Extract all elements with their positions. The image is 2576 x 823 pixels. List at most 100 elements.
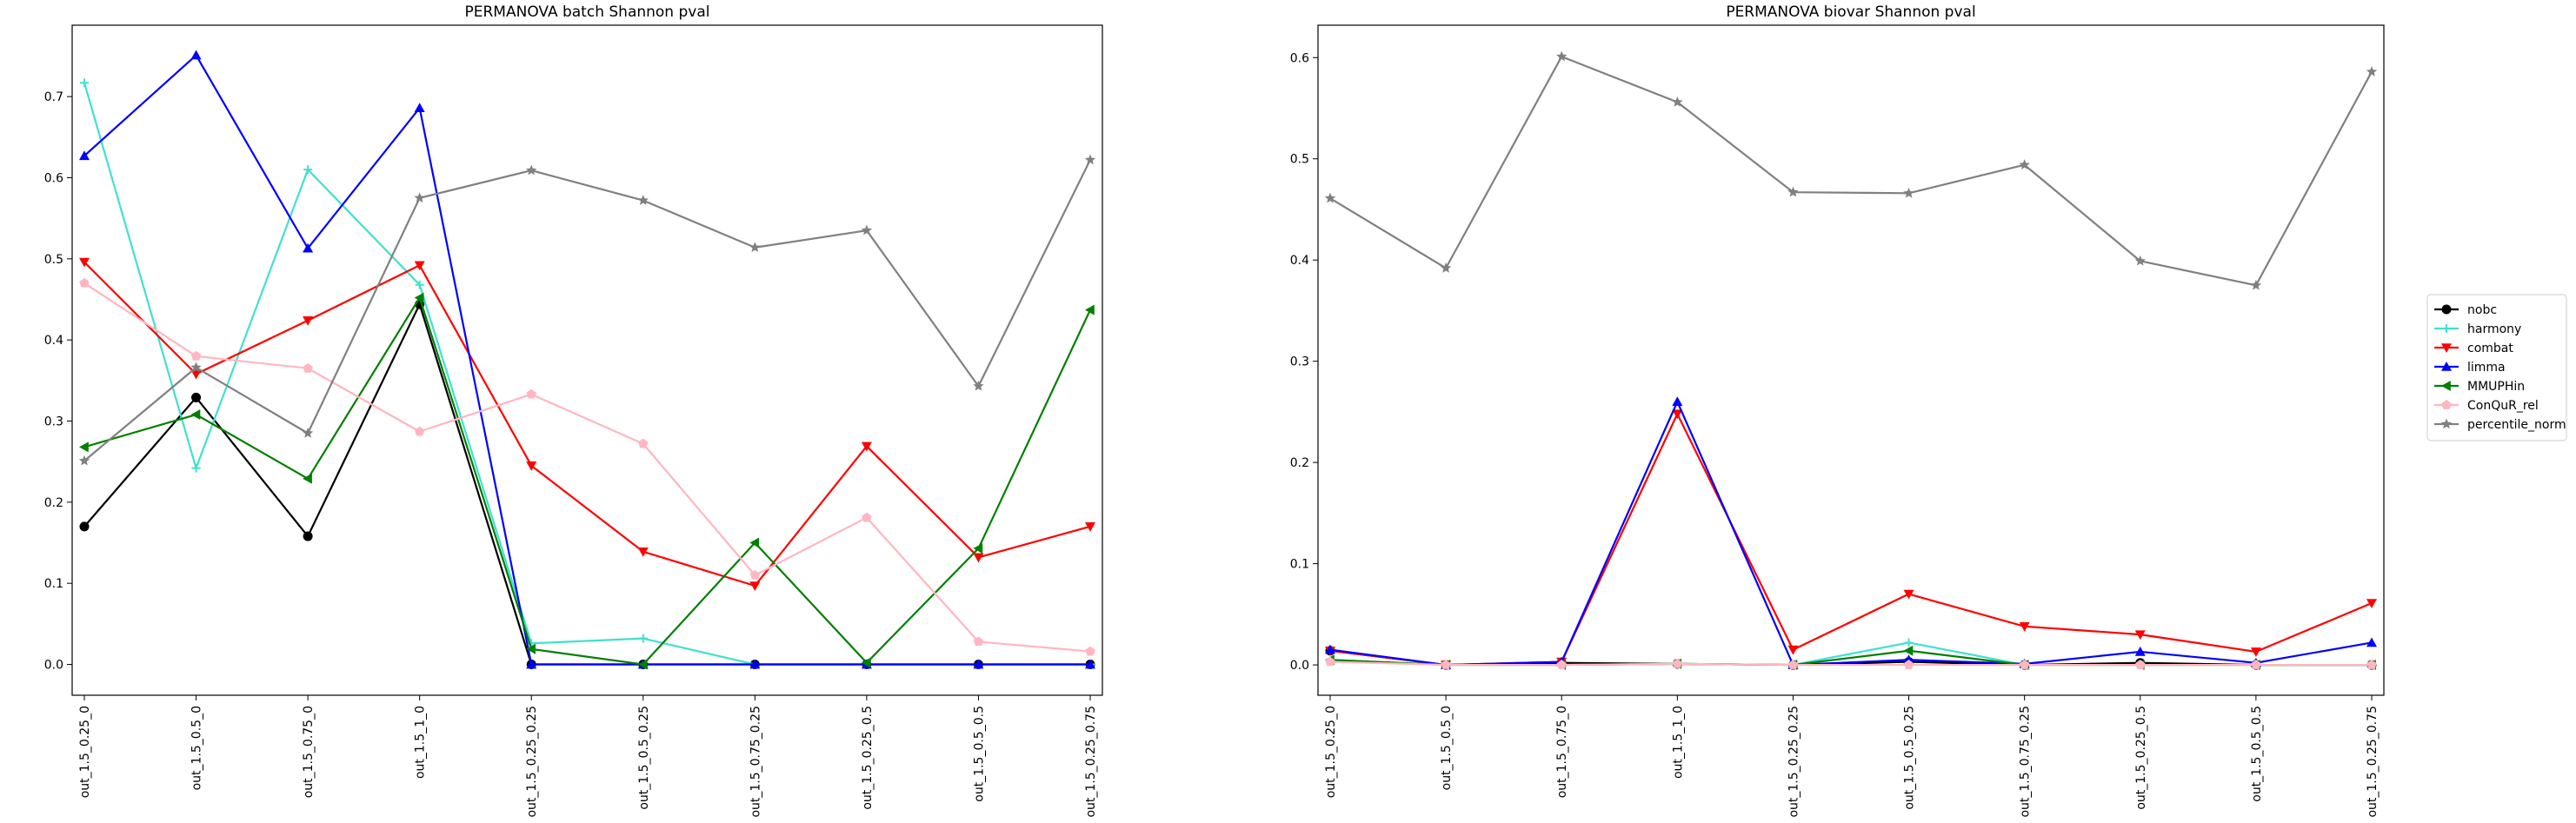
legend-marker-limma	[2441, 362, 2452, 371]
legend-entry-mmuphin: MMUPHin	[2434, 380, 2525, 394]
data-point-conqur-rel	[1787, 660, 1799, 669]
series-conqur-rel	[79, 277, 1095, 656]
y-tick-label: 0.4	[44, 334, 63, 348]
data-point-conqur-rel	[862, 512, 872, 522]
data-point-percentile-norm	[1556, 50, 1568, 62]
data-point-percentile-norm	[861, 224, 873, 236]
data-point-limma	[303, 242, 314, 253]
data-point-percentile-norm	[973, 380, 984, 391]
legend-label-limma: limma	[2467, 361, 2506, 375]
legend-marker-combat	[2441, 343, 2452, 353]
data-point-conqur-rel	[1903, 660, 1914, 669]
data-point-combat	[861, 441, 872, 452]
data-point-percentile-norm	[1787, 186, 1799, 197]
y-tick-label: 0.5	[44, 253, 63, 267]
legend-entry-harmony: harmony	[2434, 322, 2521, 336]
y-tick-label: 0.7	[44, 90, 63, 104]
chart-title: PERMANOVA biovar Shannon pval	[1726, 3, 1975, 21]
legend-entry-combat: combat	[2434, 342, 2513, 355]
data-point-mmuphin	[749, 537, 760, 548]
data-point-mmuphin	[526, 643, 536, 654]
data-point-limma	[2366, 637, 2377, 647]
legend-marker-conqur-rel	[2441, 400, 2452, 409]
data-point-harmony	[303, 165, 313, 175]
legend-marker-percentile-norm	[2440, 418, 2453, 429]
x-tick-label-out-1-5-0-5-0-25: out_1.5_0.5_0.25	[637, 706, 651, 810]
series-percentile-norm	[78, 154, 1096, 466]
data-point-conqur-rel	[190, 350, 202, 361]
legend-box	[2426, 294, 2567, 441]
series-percentile-norm	[1324, 50, 2378, 290]
data-point-combat	[637, 547, 649, 557]
data-point-limma	[2134, 646, 2146, 656]
data-point-conqur-rel	[414, 426, 425, 436]
data-point-limma	[190, 50, 202, 60]
series-line-conqur-rel	[83, 282, 1091, 653]
legend-entry-limma: limma	[2434, 361, 2506, 375]
series-mmuphin	[79, 292, 1095, 670]
x-tick-label-out-1-5-0-25-0: out_1.5_0.25_0	[78, 706, 92, 798]
series-conqur-rel	[1325, 656, 2377, 669]
data-point-limma	[79, 150, 90, 161]
data-point-conqur-rel	[1325, 656, 1335, 667]
x-tick-label-out-1-5-0-5-0-25: out_1.5_0.5_0.25	[1903, 706, 1917, 810]
series-line-mmuphin	[83, 296, 1091, 666]
chart-batch-shannon: PERMANOVA batch Shannon pval 0.0 0.1 0.2 0.3…	[44, 3, 1103, 818]
plot-frame	[1317, 24, 2385, 696]
data-point-limma	[1085, 659, 1095, 669]
x-tick-label-out-1-5-0-5-0: out_1.5_0.5_0	[190, 706, 204, 790]
data-point-nobc	[303, 531, 313, 541]
data-point-percentile-norm	[749, 242, 761, 253]
data-point-mmuphin	[414, 292, 424, 303]
data-point-combat	[2366, 599, 2377, 609]
data-point-conqur-rel	[638, 438, 649, 448]
data-point-limma	[414, 103, 425, 113]
legend-label-harmony: harmony	[2467, 322, 2521, 336]
legend-marker-harmony	[2442, 324, 2451, 333]
series-line-percentile-norm	[83, 159, 1091, 462]
x-tick-label-out-1-5-0-25-0-25: out_1.5_0.25_0.25	[525, 706, 539, 818]
data-point-limma	[1672, 396, 1683, 407]
x-tick-label-out-1-5-0-5-0-5: out_1.5_0.5_0.5	[2250, 706, 2264, 802]
data-point-combat	[1085, 522, 1095, 532]
series-line-combat	[83, 261, 1091, 587]
x-tick-label-out-1-5-1-0: out_1.5_1_0	[414, 706, 428, 779]
plot-frame	[71, 24, 1103, 696]
data-point-harmony	[80, 78, 89, 88]
x-tick-label-out-1-5-0-5-0-5: out_1.5_0.5_0.5	[972, 706, 986, 802]
x-tick-label-out-1-5-0-25-0-5: out_1.5_0.25_0.5	[2134, 706, 2148, 810]
x-tick-label-out-1-5-0-25-0-5: out_1.5_0.25_0.5	[861, 706, 875, 810]
data-point-harmony	[191, 463, 201, 473]
data-point-conqur-rel	[2135, 660, 2146, 669]
data-point-percentile-norm	[1084, 154, 1096, 165]
data-point-percentile-norm	[190, 362, 202, 373]
data-point-conqur-rel	[1556, 660, 1567, 669]
data-point-combat	[526, 461, 537, 471]
data-point-mmuphin	[973, 543, 983, 554]
legend-label-conqur-rel: ConQuR_rel	[2467, 399, 2539, 413]
series-line-limma	[83, 54, 1090, 666]
x-tick-label-out-1-5-0-75-0-25: out_1.5_0.75_0.25	[2019, 706, 2033, 818]
data-point-combat	[749, 581, 761, 591]
data-point-percentile-norm	[1672, 96, 1683, 107]
data-point-percentile-norm	[2366, 66, 2378, 76]
data-point-conqur-rel	[749, 569, 761, 580]
y-tick-label: 0.2	[44, 496, 63, 510]
chart-title: PERMANOVA batch Shannon pval	[465, 3, 710, 21]
y-tick-label: 0.1	[44, 577, 63, 591]
data-point-conqur-rel	[79, 277, 90, 288]
y-tick-label: 0.4	[1290, 254, 1309, 268]
data-point-percentile-norm	[2019, 159, 2030, 169]
data-point-combat	[414, 261, 425, 271]
x-tick-label-out-1-5-1-0: out_1.5_1_0	[1671, 706, 1685, 779]
data-point-combat	[973, 553, 984, 563]
legend-entry-percentile-norm: percentile_norm	[2434, 418, 2566, 432]
y-tick-label: 0.2	[1290, 456, 1309, 470]
data-point-percentile-norm	[526, 164, 537, 176]
data-point-percentile-norm	[1903, 187, 1914, 198]
data-point-harmony	[638, 634, 648, 643]
x-tick-label-out-1-5-0-75-0-25: out_1.5_0.75_0.25	[749, 706, 762, 818]
data-point-percentile-norm	[2250, 279, 2262, 290]
y-tick-label: 0.5	[1290, 153, 1309, 167]
data-point-conqur-rel	[2019, 660, 2030, 669]
